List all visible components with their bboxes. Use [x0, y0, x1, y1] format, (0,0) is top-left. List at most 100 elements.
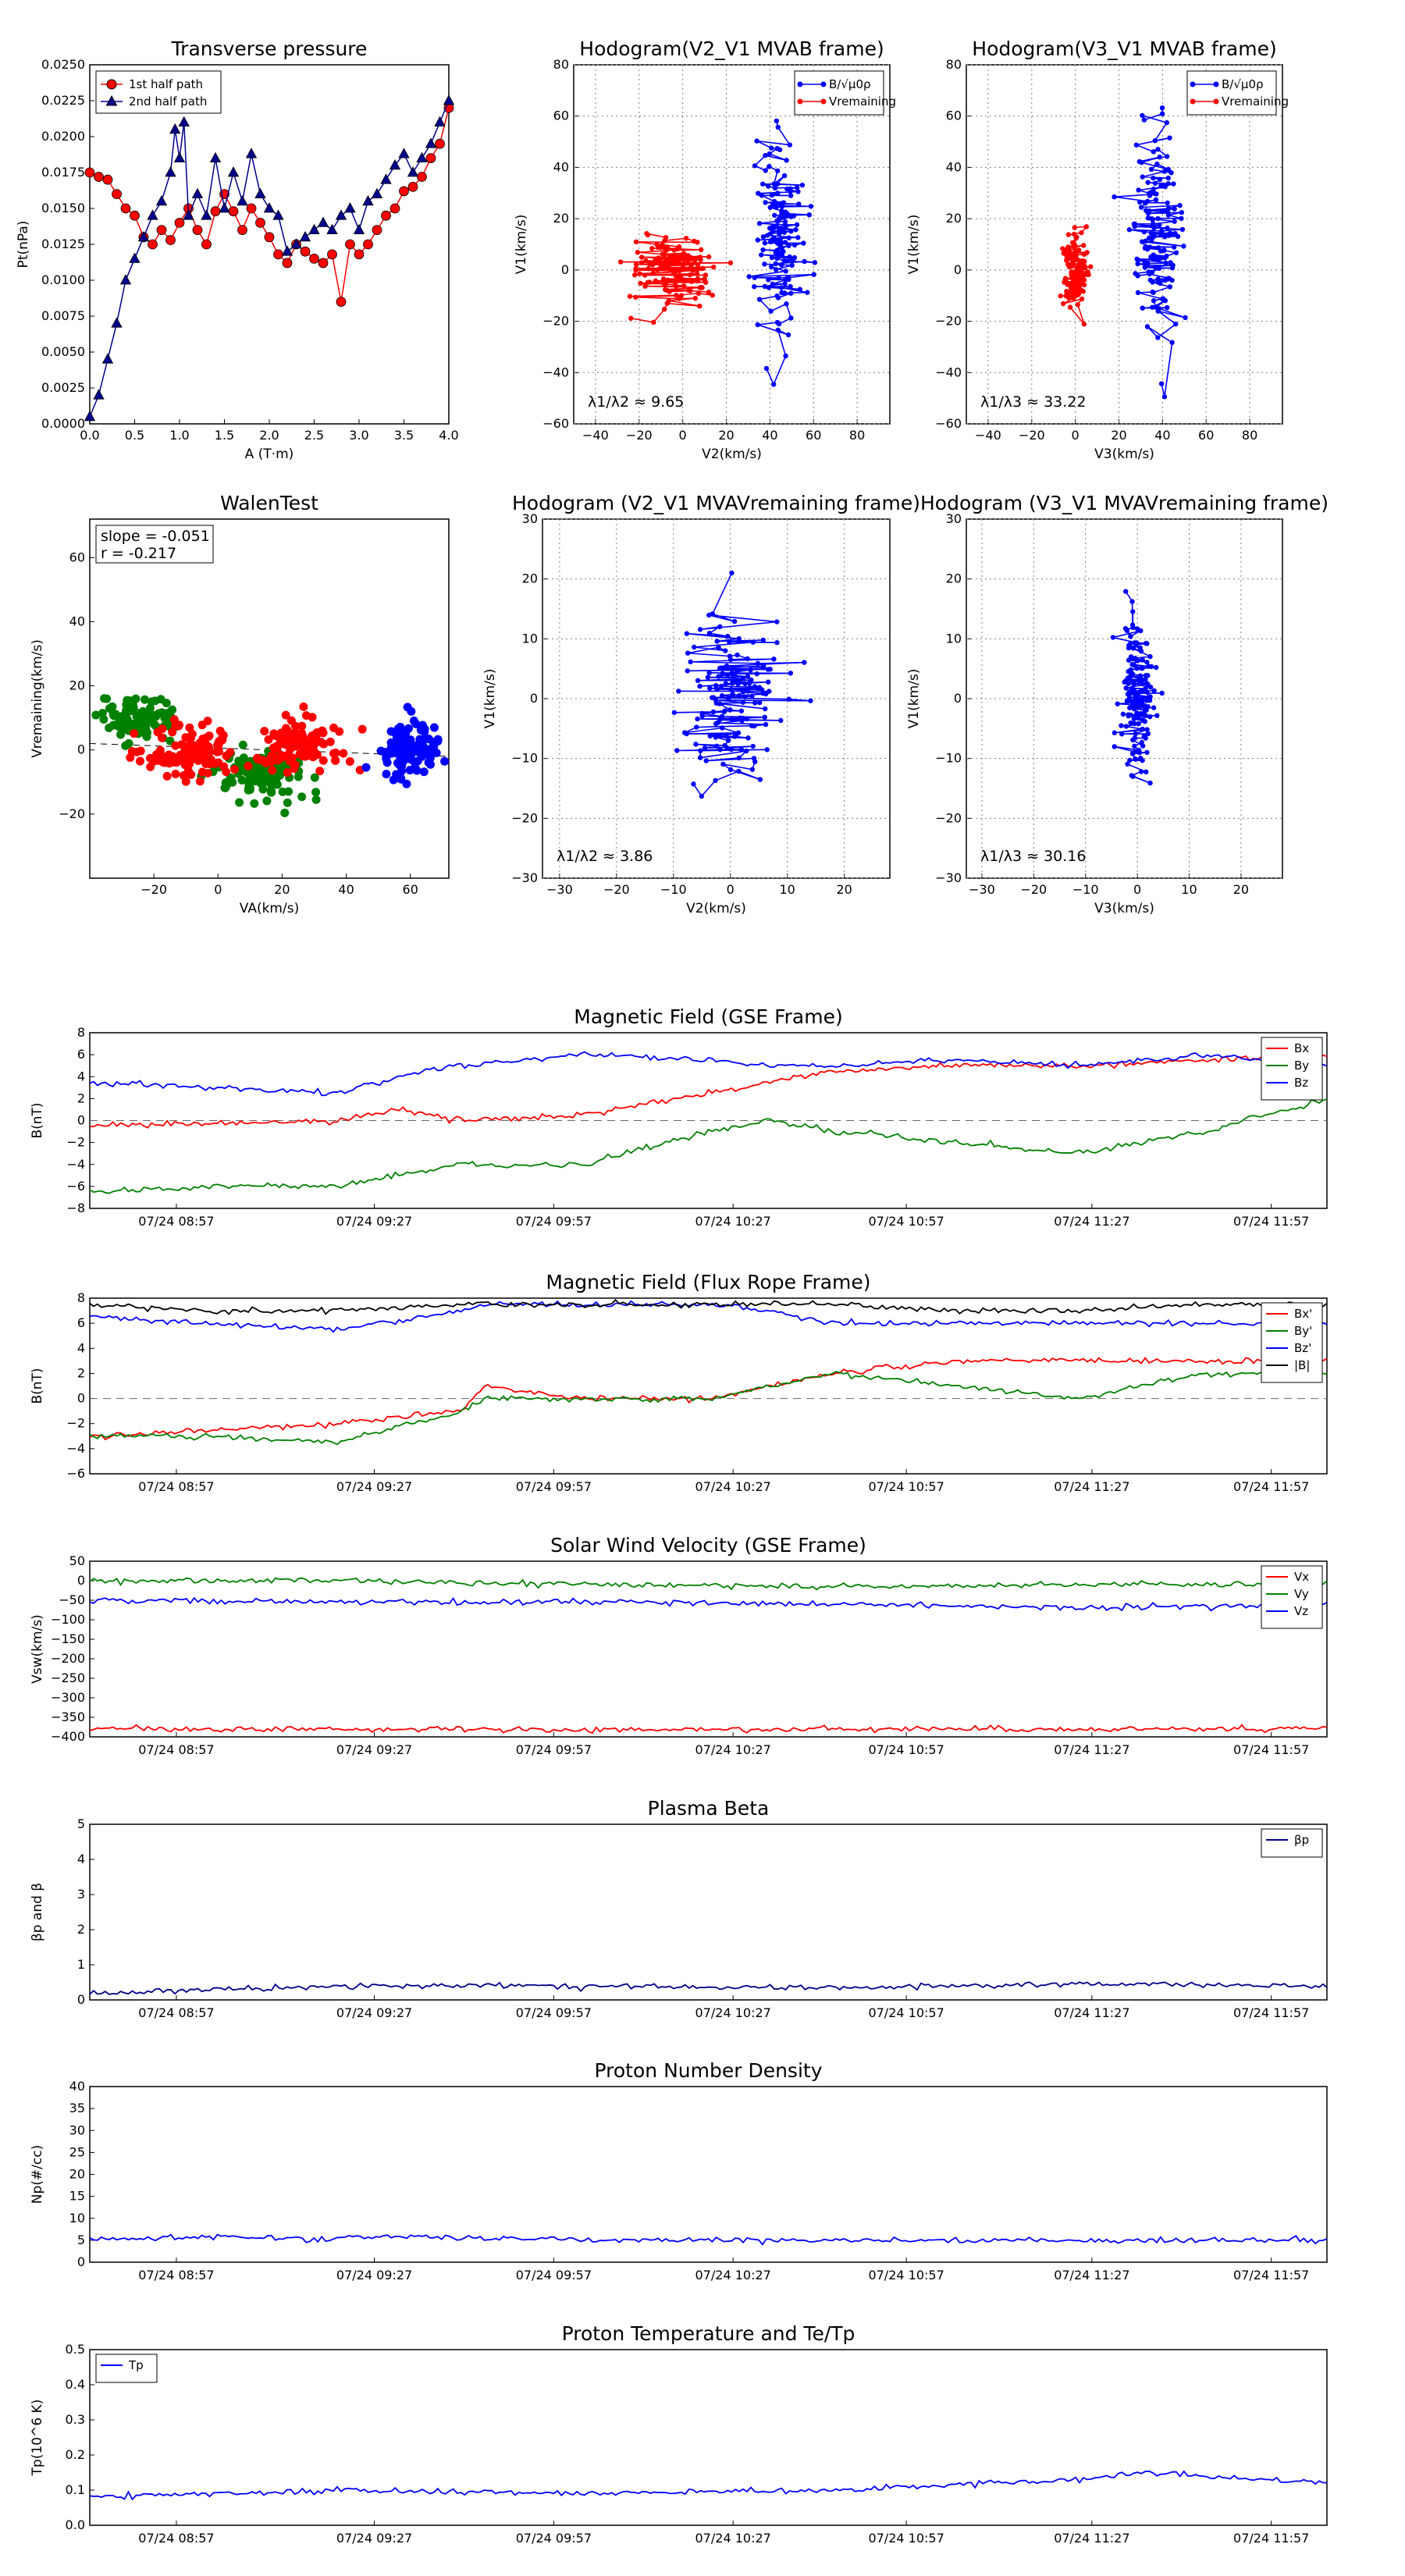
hodo2-b-point	[1162, 234, 1168, 240]
hodo1-b-point	[788, 186, 793, 192]
hodo3-b-point	[684, 631, 690, 636]
tp-point	[263, 202, 276, 213]
hodo2-legend-label: B/√μ0ρ	[1222, 77, 1264, 91]
hodo3-b-point	[778, 717, 784, 724]
hodo2-b-point	[1164, 119, 1170, 126]
hodo1-v-point	[660, 251, 666, 257]
walen-point	[179, 770, 188, 780]
hodo2-b-point	[1140, 174, 1145, 180]
hodo1-v-point	[646, 265, 651, 272]
beta-ytick-label: 3	[77, 1887, 85, 1902]
walen-point	[205, 747, 215, 756]
hodo3-ytick-label: −20	[511, 810, 538, 825]
hodo1-b-point	[801, 240, 806, 246]
hodo2-v-point	[1072, 249, 1078, 255]
tp-point	[112, 189, 122, 200]
hodo1-v-point	[672, 269, 678, 275]
hodo1-b-point	[788, 193, 794, 198]
hodo4-b-point	[1142, 707, 1147, 713]
walen-xtick-label: 40	[338, 882, 354, 897]
bfr-ytick-label: −6	[66, 1466, 85, 1481]
hodo3-b-point	[697, 755, 703, 760]
walen-point	[157, 733, 166, 742]
hodo3-b-point	[724, 733, 729, 739]
tp-point	[201, 209, 212, 220]
hodo1-v-point	[638, 280, 643, 286]
tp-point	[381, 210, 391, 221]
tp_temp-ytick-label: 0.1	[66, 2482, 85, 2497]
hodo4-b-point	[1119, 731, 1125, 737]
hodo2-xlabel: V3(km/s)	[1094, 447, 1154, 462]
hodo3-b-point	[681, 730, 688, 735]
hodo2-b-point	[1177, 202, 1183, 208]
walen-point	[130, 729, 139, 738]
bfr-ytick-label: 0	[77, 1391, 85, 1406]
hodo2-xtick-label: 40	[1154, 428, 1170, 443]
walen-title: WalenTest	[220, 492, 318, 514]
vsw-legend: Vx Vy Vz	[1261, 1565, 1323, 1629]
tp-point	[327, 249, 337, 260]
hodo4-b-point	[1130, 678, 1136, 685]
walen-point	[91, 710, 101, 720]
hodo4-b-point	[1132, 735, 1138, 741]
hodo3-b-point	[771, 656, 777, 662]
hodo3-b-point	[736, 755, 742, 761]
hodo3-b-point	[752, 700, 758, 706]
walen-point	[301, 745, 310, 754]
bfr-series-bz	[89, 1300, 1328, 1333]
hodo3-b-point	[748, 667, 753, 673]
hodo2-b-point	[1152, 137, 1158, 144]
hodo2-b-point	[1163, 260, 1168, 266]
hodo1-b-point	[771, 181, 777, 187]
hodo1-v-point	[688, 262, 694, 268]
hodo1-ytick-label: −20	[542, 314, 569, 329]
vsw-xtick-label: 07/24 11:57	[1233, 1742, 1309, 1757]
vsw-series-vy	[89, 1577, 1328, 1591]
hodo1-b-point	[763, 152, 768, 158]
walen-point	[126, 753, 135, 762]
walen-point	[237, 775, 247, 785]
hodo2-b-point	[1141, 229, 1147, 235]
hodo3-ytick-label: 0	[530, 691, 538, 706]
tp-ytick-label: 0.0100	[41, 272, 85, 287]
tp-point	[219, 202, 230, 213]
hodo4-b-point	[1151, 705, 1157, 710]
hodo3-b-point	[740, 676, 746, 681]
walen-point	[260, 727, 269, 736]
walen-point	[194, 750, 203, 760]
hodo1-b-point	[775, 327, 781, 333]
walen-point	[265, 777, 274, 786]
hodo1-v-point	[687, 287, 692, 294]
walen-point	[429, 737, 438, 746]
hodo1-v-point	[627, 294, 633, 299]
hodo2-b-point	[1171, 181, 1176, 187]
walen-point	[424, 758, 433, 767]
hodo3-b-point	[714, 686, 720, 692]
vsw-title: Solar Wind Velocity (GSE Frame)	[550, 1534, 866, 1557]
walen-point	[272, 743, 282, 753]
beta-ytick-label: 2	[77, 1922, 85, 1937]
hodo2-ytick-label: −40	[935, 365, 962, 379]
hodo1-v-point	[638, 260, 645, 265]
hodo4-ytick-label: −10	[935, 751, 962, 766]
hodo2-b-point	[1169, 340, 1175, 345]
hodo1-b-point	[788, 290, 794, 296]
tp_temp-legend-label: Tp	[128, 2358, 144, 2372]
hodo2-ytick-label: 0	[954, 262, 962, 277]
hodo4-ytick-label: 30	[946, 511, 962, 526]
bfr-title: Magnetic Field (Flux Rope Frame)	[546, 1271, 870, 1293]
hodo4-b-point	[1143, 640, 1149, 646]
tp-point	[137, 230, 150, 242]
hodo2-ylabel: V1(km/s)	[906, 215, 922, 275]
hodo1-v-point	[673, 283, 679, 289]
bfr-legend-label: |B|	[1294, 1358, 1310, 1372]
hodo3-b-point	[745, 656, 750, 662]
hodo4-b-point	[1145, 731, 1151, 737]
hodo2-v-point	[1072, 225, 1078, 230]
hodo1-panel: Hodogram(V2_V1 MVAB frame) −60 −40 −20 0 20 40…	[514, 37, 896, 462]
hodo3-b-point	[719, 713, 725, 720]
walen-point	[297, 721, 307, 731]
tp-legend-box	[95, 70, 222, 114]
hodo1-v-point	[676, 258, 682, 265]
hodo4-b-point	[1132, 720, 1137, 727]
